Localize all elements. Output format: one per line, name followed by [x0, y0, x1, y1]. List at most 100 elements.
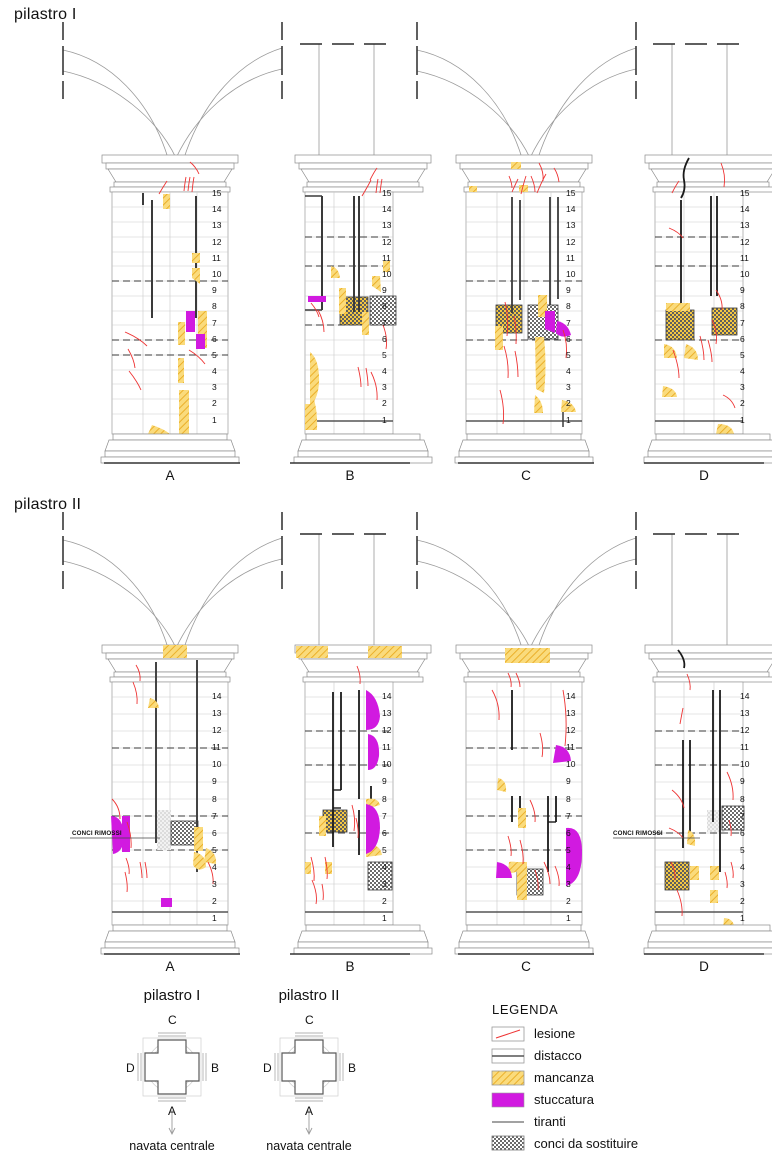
course-number: 4 — [740, 366, 745, 377]
plan-2-caption: navata centrale — [266, 1139, 352, 1153]
legend-swatch-mancanza — [491, 1070, 525, 1086]
annotation-conci-rimossi-2-A: CONCI RIMOSSI — [72, 830, 122, 837]
course-number: 4 — [566, 366, 571, 377]
course-number: 7 — [212, 317, 217, 328]
course-number: 5 — [212, 349, 217, 360]
pier-1-A — [100, 154, 240, 464]
course-number: 9 — [212, 285, 217, 296]
course-numbers-1-D: 15 14 13 12 11 10 9 8 7 6 5 4 3 2 1 — [740, 185, 749, 428]
course-number: 11 — [740, 252, 749, 263]
course-number: 13 — [740, 220, 750, 231]
course-number: 5 — [382, 349, 387, 360]
view-letter-1-A: A — [165, 468, 175, 483]
course-number: 6 — [566, 333, 571, 344]
pilastro-1-arch-group-cd — [416, 22, 739, 159]
course-numbers-2-C: 14 13 12 11 10 9 8 7 6 5 4 3 2 1 — [566, 688, 575, 927]
pier-2-D — [643, 644, 772, 955]
plan-2-label-A: A — [305, 1104, 314, 1118]
course-number: 10 — [740, 759, 750, 770]
plan-2-label-C: C — [305, 1013, 314, 1027]
course-number: 8 — [212, 793, 217, 804]
course-number: 13 — [382, 708, 392, 719]
course-number: 13 — [566, 708, 576, 719]
course-number: 3 — [566, 382, 571, 393]
pier-1-C — [454, 154, 594, 464]
legend-swatch-conci-da-sostituire — [491, 1135, 525, 1151]
course-number: 9 — [740, 776, 745, 787]
course-number: 10 — [382, 759, 392, 770]
pilastro-2-arch-group — [62, 512, 386, 649]
pier-2-B — [290, 644, 433, 955]
course-number: 14 — [566, 691, 576, 701]
course-number: 7 — [382, 317, 387, 328]
course-number: 2 — [740, 896, 745, 907]
view-letter-1-D: D — [699, 468, 709, 483]
course-number: 15 — [740, 188, 750, 198]
view-letter-2-A: A — [165, 959, 175, 974]
course-number: 6 — [382, 827, 387, 838]
pier-2-A — [100, 644, 240, 955]
course-number: 7 — [566, 317, 571, 328]
course-number: 13 — [212, 708, 222, 719]
course-number: 2 — [566, 896, 571, 907]
legend-label-conci-da-sostituire: conci da sostituire — [534, 1136, 639, 1151]
course-number: 4 — [740, 861, 745, 872]
course-number: 12 — [212, 725, 222, 736]
course-number: 4 — [212, 366, 217, 377]
course-number: 10 — [566, 268, 576, 279]
legend-label-mancanza: mancanza — [534, 1070, 594, 1085]
course-number: 8 — [212, 301, 217, 312]
course-number: 10 — [212, 268, 222, 279]
plan-title-1: pilastro I — [143, 987, 201, 1004]
legend-swatch-distacco — [491, 1048, 525, 1064]
course-number: 14 — [212, 204, 222, 215]
course-number: 14 — [566, 204, 576, 215]
legend-label-lesione: lesione — [534, 1026, 576, 1041]
course-number: 10 — [740, 268, 750, 279]
course-numbers-2-D: 14 13 12 11 10 9 8 7 6 5 4 3 2 1 — [740, 688, 749, 927]
course-number: 4 — [212, 861, 217, 872]
plan-1-label-C: C — [168, 1013, 177, 1027]
legend-label-tiranti: tiranti — [534, 1114, 566, 1129]
course-number: 9 — [566, 285, 571, 296]
course-number: 2 — [740, 398, 745, 409]
course-number: 10 — [212, 759, 222, 770]
course-number: 1 — [740, 913, 745, 924]
course-number: 12 — [382, 236, 392, 247]
course-number: 8 — [740, 301, 745, 312]
course-number: 1 — [212, 913, 217, 924]
course-number: 11 — [740, 742, 749, 753]
section-title-pilastro-2: pilastro II — [14, 496, 82, 513]
course-number: 9 — [566, 776, 571, 787]
course-number: 6 — [740, 827, 745, 838]
course-number: 3 — [740, 879, 745, 890]
course-number: 7 — [740, 810, 745, 821]
course-number: 15 — [212, 188, 222, 198]
course-number: 14 — [382, 691, 392, 701]
course-number: 4 — [382, 861, 387, 872]
course-number: 6 — [212, 333, 217, 344]
course-number: 13 — [382, 220, 392, 231]
course-numbers-2-A: 14 13 12 11 10 9 8 7 6 5 4 3 2 1 — [212, 688, 221, 927]
course-number: 8 — [566, 301, 571, 312]
plan-title-2: pilastro II — [278, 987, 340, 1004]
course-number: 13 — [566, 220, 576, 231]
view-letter-2-D: D — [699, 959, 709, 974]
course-number: 15 — [382, 188, 392, 198]
course-number: 8 — [382, 301, 387, 312]
course-number: 6 — [382, 333, 387, 344]
course-number: 6 — [212, 827, 217, 838]
course-number: 11 — [566, 742, 575, 753]
course-number: 12 — [382, 725, 392, 736]
course-number: 1 — [212, 414, 217, 425]
plan-pilastro-1 — [137, 1032, 207, 1136]
course-number: 9 — [740, 285, 745, 296]
course-number: 1 — [566, 414, 571, 425]
course-number: 1 — [740, 414, 745, 425]
course-number: 8 — [566, 793, 571, 804]
legend-label-distacco: distacco — [534, 1048, 582, 1063]
course-number: 11 — [382, 252, 391, 263]
course-number: 12 — [566, 725, 576, 736]
course-number: 6 — [566, 827, 571, 838]
